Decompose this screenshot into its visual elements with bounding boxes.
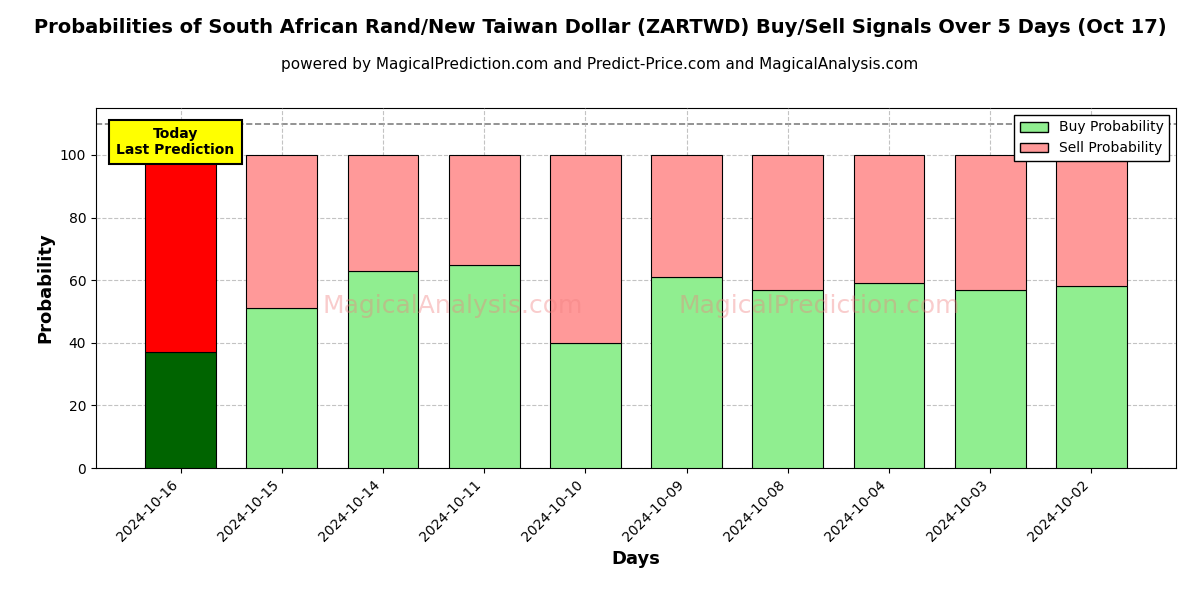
Bar — [550, 343, 620, 468]
Bar — [752, 290, 823, 468]
Bar — [348, 155, 419, 271]
Text: powered by MagicalPrediction.com and Predict-Price.com and MagicalAnalysis.com: powered by MagicalPrediction.com and Pre… — [281, 57, 919, 72]
Text: Probabilities of South African Rand/New Taiwan Dollar (ZARTWD) Buy/Sell Signals : Probabilities of South African Rand/New … — [34, 18, 1166, 37]
Bar — [1056, 286, 1127, 468]
Bar — [955, 155, 1026, 290]
Bar — [652, 155, 722, 277]
Bar — [449, 155, 520, 265]
Bar — [145, 155, 216, 352]
Bar — [1056, 155, 1127, 286]
Bar — [853, 283, 924, 468]
Bar — [246, 308, 317, 468]
Bar — [652, 277, 722, 468]
Bar — [246, 155, 317, 308]
X-axis label: Days: Days — [612, 550, 660, 568]
Bar — [348, 271, 419, 468]
Bar — [145, 352, 216, 468]
Bar — [449, 265, 520, 468]
Bar — [853, 155, 924, 283]
Legend: Buy Probability, Sell Probability: Buy Probability, Sell Probability — [1014, 115, 1169, 161]
Bar — [550, 155, 620, 343]
Bar — [955, 290, 1026, 468]
Bar — [752, 155, 823, 290]
Y-axis label: Probability: Probability — [36, 233, 54, 343]
Text: MagicalPrediction.com: MagicalPrediction.com — [679, 294, 960, 318]
Text: MagicalAnalysis.com: MagicalAnalysis.com — [323, 294, 582, 318]
Text: Today
Last Prediction: Today Last Prediction — [116, 127, 234, 157]
